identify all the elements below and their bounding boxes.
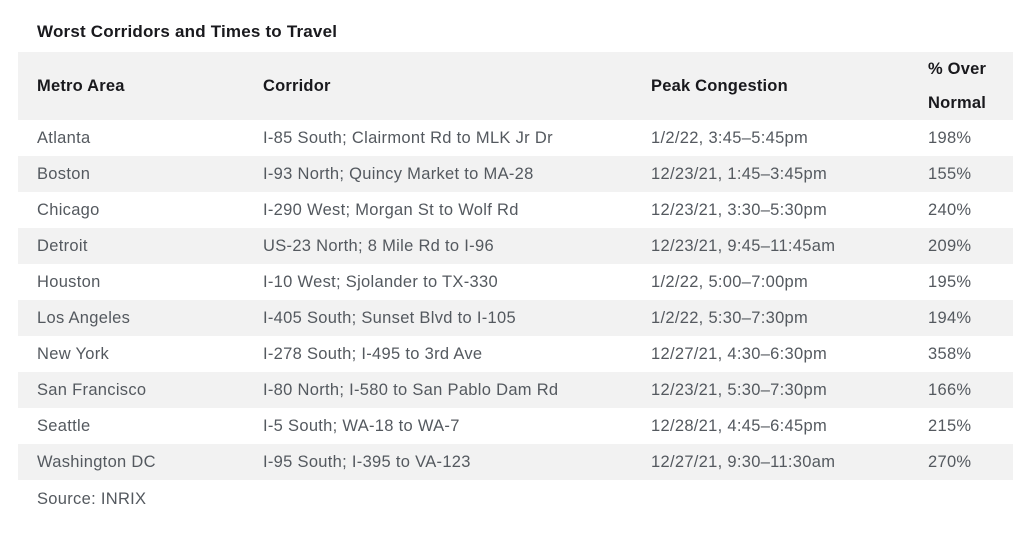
table-row: San Francisco I-80 North; I-580 to San P… xyxy=(18,372,1013,408)
corridor-cell: I-80 North; I-580 to San Pablo Dam Rd xyxy=(263,380,559,399)
corridor-cell: I-5 South; WA-18 to WA-7 xyxy=(263,416,460,435)
pct-over-normal-cell: 194% xyxy=(928,308,972,327)
table-body: Atlanta I-85 South; Clairmont Rd to MLK … xyxy=(18,120,1013,480)
corridor-cell: US-23 North; 8 Mile Rd to I-96 xyxy=(263,236,494,255)
corridor-cell: I-290 West; Morgan St to Wolf Rd xyxy=(263,200,519,219)
metro-area-cell: Seattle xyxy=(37,416,91,435)
metro-area-cell: New York xyxy=(37,344,110,363)
column-header-pct-line2: Normal xyxy=(928,94,987,112)
pct-over-normal-cell: 270% xyxy=(928,452,972,471)
corridor-cell: I-93 North; Quincy Market to MA-28 xyxy=(263,164,534,183)
table-row: Chicago I-290 West; Morgan St to Wolf Rd… xyxy=(18,192,1013,228)
peak-congestion-cell: 12/28/21, 4:45–6:45pm xyxy=(651,416,828,435)
pct-over-normal-cell: 209% xyxy=(928,236,972,255)
pct-over-normal-cell: 240% xyxy=(928,200,972,219)
pct-over-normal-cell: 195% xyxy=(928,272,972,291)
peak-congestion-cell: 1/2/22, 5:30–7:30pm xyxy=(651,308,809,327)
peak-congestion-cell: 12/23/21, 5:30–7:30pm xyxy=(651,380,828,399)
table-row: Los Angeles I-405 South; Sunset Blvd to … xyxy=(18,300,1013,336)
table-row: Washington DC I-95 South; I-395 to VA-12… xyxy=(18,444,1013,480)
table-row: Atlanta I-85 South; Clairmont Rd to MLK … xyxy=(18,120,1013,156)
metro-area-cell: Washington DC xyxy=(37,452,156,471)
peak-congestion-cell: 1/2/22, 3:45–5:45pm xyxy=(651,128,809,147)
column-header-pct-line1: % Over xyxy=(928,60,987,78)
peak-congestion-cell: 12/27/21, 9:30–11:30am xyxy=(651,452,836,471)
corridor-cell: I-405 South; Sunset Blvd to I-105 xyxy=(263,308,516,327)
column-header-corridor: Corridor xyxy=(263,76,331,95)
metro-area-cell: Los Angeles xyxy=(37,308,131,327)
peak-congestion-cell: 12/23/21, 1:45–3:45pm xyxy=(651,164,828,183)
table-header: Metro Area Corridor Peak Congestion % Ov… xyxy=(18,52,1013,120)
peak-congestion-cell: 12/23/21, 3:30–5:30pm xyxy=(651,200,828,219)
peak-congestion-cell: 12/27/21, 4:30–6:30pm xyxy=(651,344,828,363)
table-header-row: Metro Area Corridor Peak Congestion % Ov… xyxy=(18,52,1013,120)
pct-over-normal-cell: 215% xyxy=(928,416,972,435)
congestion-table: Metro Area Corridor Peak Congestion % Ov… xyxy=(18,52,1013,480)
pct-over-normal-cell: 155% xyxy=(928,164,972,183)
corridor-cell: I-10 West; Sjolander to TX-330 xyxy=(263,272,498,291)
peak-congestion-cell: 1/2/22, 5:00–7:00pm xyxy=(651,272,809,291)
peak-congestion-cell: 12/23/21, 9:45–11:45am xyxy=(651,236,836,255)
column-header-peak-congestion: Peak Congestion xyxy=(651,76,788,95)
metro-area-cell: Detroit xyxy=(37,236,88,255)
corridor-cell: I-95 South; I-395 to VA-123 xyxy=(263,452,471,471)
column-header-metro-area: Metro Area xyxy=(37,76,125,95)
page-title: Worst Corridors and Times to Travel xyxy=(37,22,338,41)
corridor-cell: I-278 South; I-495 to 3rd Ave xyxy=(263,344,483,363)
pct-over-normal-cell: 198% xyxy=(928,128,972,147)
source-note: Source: INRIX xyxy=(37,490,147,508)
pct-over-normal-cell: 358% xyxy=(928,344,972,363)
table-row: Houston I-10 West; Sjolander to TX-330 1… xyxy=(18,264,1013,300)
table-row: Boston I-93 North; Quincy Market to MA-2… xyxy=(18,156,1013,192)
metro-area-cell: Houston xyxy=(37,272,101,291)
metro-area-cell: Boston xyxy=(37,164,91,183)
metro-area-cell: Atlanta xyxy=(37,128,91,147)
metro-area-cell: Chicago xyxy=(37,200,100,219)
corridor-cell: I-85 South; Clairmont Rd to MLK Jr Dr xyxy=(263,128,553,147)
metro-area-cell: San Francisco xyxy=(37,380,147,399)
table-row: Detroit US-23 North; 8 Mile Rd to I-96 1… xyxy=(18,228,1013,264)
column-header-pct-over-normal: % Over Normal xyxy=(928,52,1013,120)
page: Worst Corridors and Times to Travel Metr… xyxy=(0,21,1015,539)
table-row: New York I-278 South; I-495 to 3rd Ave 1… xyxy=(18,336,1013,372)
pct-over-normal-cell: 166% xyxy=(928,380,972,399)
table-row: Seattle I-5 South; WA-18 to WA-7 12/28/2… xyxy=(18,408,1013,444)
